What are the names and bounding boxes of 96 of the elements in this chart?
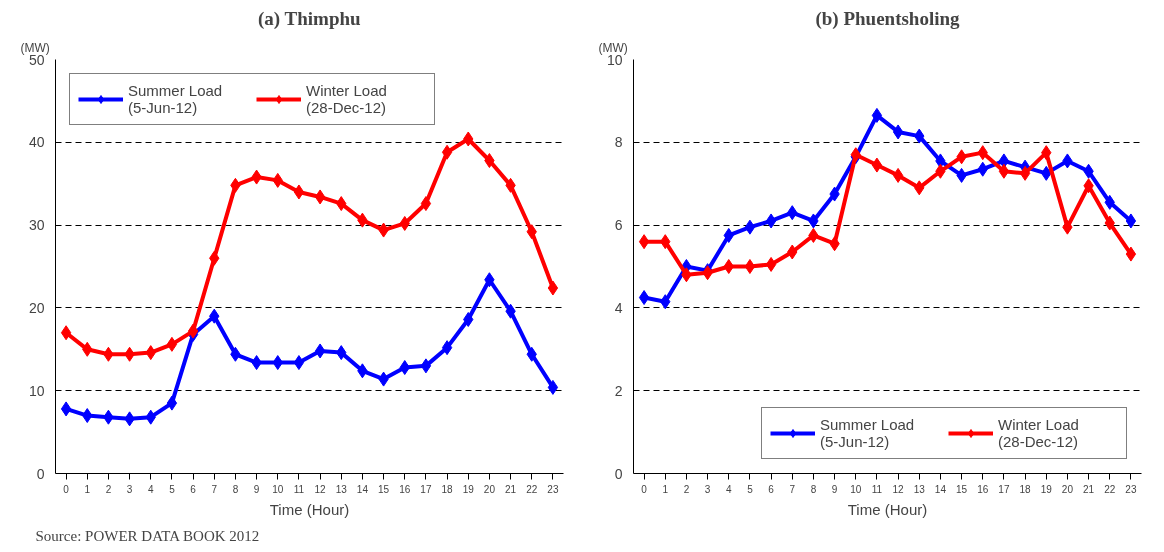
x-tick-label: 23 <box>1125 483 1137 495</box>
x-tick-label: 9 <box>253 483 260 495</box>
x-tick-label: 20 <box>483 483 496 495</box>
point <box>293 184 305 200</box>
point <box>871 107 883 123</box>
x-tick-label: 20 <box>1061 483 1074 495</box>
x-tick-label: 4 <box>725 483 732 495</box>
x-tick-label: 7 <box>211 483 218 495</box>
x-tick-label: 10 <box>850 483 862 495</box>
point <box>1019 165 1031 181</box>
point <box>1125 246 1137 262</box>
point <box>744 219 756 235</box>
point <box>441 340 453 356</box>
x-tick-label: 2 <box>105 483 112 495</box>
point <box>638 234 650 250</box>
x-tick-label: 12 <box>892 483 905 495</box>
x-tick-label: 21 <box>505 483 517 495</box>
point <box>765 256 777 272</box>
x-tick-label: 16 <box>977 483 989 495</box>
x-tick-label: 4 <box>147 483 154 495</box>
y-tick-label: 2 <box>614 382 623 399</box>
source-note: Source: POWER DATA BOOK 2012 <box>35 527 260 544</box>
x-tick-label: 15 <box>956 483 968 495</box>
x-tick-label: 21 <box>1083 483 1095 495</box>
x-tick-label: 11 <box>293 483 305 495</box>
x-tick-label: 18 <box>1019 483 1032 495</box>
y-tick-label: 4 <box>614 299 623 316</box>
x-tick-label: 1 <box>662 483 669 495</box>
y-tick-label: 6 <box>614 217 623 234</box>
point <box>60 401 72 417</box>
point <box>638 290 650 306</box>
x-tick-label: 8 <box>810 483 817 495</box>
x-tick-label: 15 <box>378 483 390 495</box>
x-tick-label: 11 <box>871 483 883 495</box>
y-tick-label: 8 <box>614 134 623 151</box>
x-tick-label: 10 <box>272 483 284 495</box>
point <box>871 157 883 173</box>
y-tick-label: 0 <box>36 465 45 482</box>
x-tick-label: 13 <box>335 483 348 495</box>
x-tick-label: 19 <box>1040 483 1053 495</box>
y-tick-label: 30 <box>28 217 45 234</box>
legend-label: Winter Load (28-Dec-12) <box>998 416 1080 450</box>
point <box>744 259 756 274</box>
point <box>60 325 72 341</box>
x-tick-label: 23 <box>547 483 559 495</box>
point <box>314 189 326 205</box>
x-tick-label: 17 <box>420 483 432 495</box>
x-tick-label: 12 <box>314 483 327 495</box>
x-tick-label: 6 <box>768 483 775 495</box>
x-axis-title: Time (Hour) <box>269 500 350 518</box>
x-tick-label: 18 <box>441 483 454 495</box>
point <box>166 336 178 352</box>
x-tick-label: 17 <box>998 483 1010 495</box>
x-tick-label: 19 <box>462 483 475 495</box>
point <box>892 124 904 140</box>
x-tick-label: 14 <box>934 483 947 495</box>
point <box>420 196 432 212</box>
x-tick-label: 2 <box>683 483 690 495</box>
legend-label: Summer Load (5-Jun-12) <box>820 416 916 450</box>
x-tick-label: 22 <box>526 483 538 495</box>
x-tick-label: 1 <box>84 483 91 495</box>
point <box>293 355 305 371</box>
legend-label: Summer Load (5-Jun-12) <box>128 82 224 116</box>
x-tick-label: 3 <box>704 483 711 495</box>
x-tick-label: 3 <box>126 483 133 495</box>
point <box>1125 213 1137 229</box>
x-tick-label: 16 <box>399 483 411 495</box>
y-tick-label: 40 <box>28 134 45 151</box>
x-tick-label: 0 <box>63 483 70 495</box>
x-tick-label: 5 <box>747 483 754 495</box>
x-tick-label: 8 <box>232 483 239 495</box>
point <box>998 163 1010 179</box>
point <box>723 259 734 274</box>
x-tick-label: 7 <box>789 483 796 495</box>
point <box>166 395 178 411</box>
x-tick-label: 5 <box>169 483 176 495</box>
x-tick-label: 22 <box>1104 483 1116 495</box>
y-tick-label: 20 <box>28 299 45 316</box>
legend-label: Winter Load (28-Dec-12) <box>306 82 388 116</box>
y-tick-label: 0 <box>614 465 623 482</box>
x-tick-label: 6 <box>190 483 197 495</box>
x-tick-label: 9 <box>831 483 838 495</box>
x-tick-label: 14 <box>356 483 369 495</box>
point <box>314 343 326 359</box>
point <box>420 358 432 374</box>
x-tick-label: 13 <box>913 483 926 495</box>
point <box>892 167 904 183</box>
point <box>765 213 777 229</box>
chart-title: (a) Thimphu <box>258 7 362 30</box>
x-tick-label: 0 <box>641 483 648 495</box>
chart-title: (b) Phuentsholing <box>815 7 961 30</box>
y-tick-label: 10 <box>28 382 45 399</box>
x-axis-title: Time (Hour) <box>847 500 928 518</box>
point <box>441 144 453 160</box>
point <box>547 379 559 395</box>
point <box>547 280 559 296</box>
